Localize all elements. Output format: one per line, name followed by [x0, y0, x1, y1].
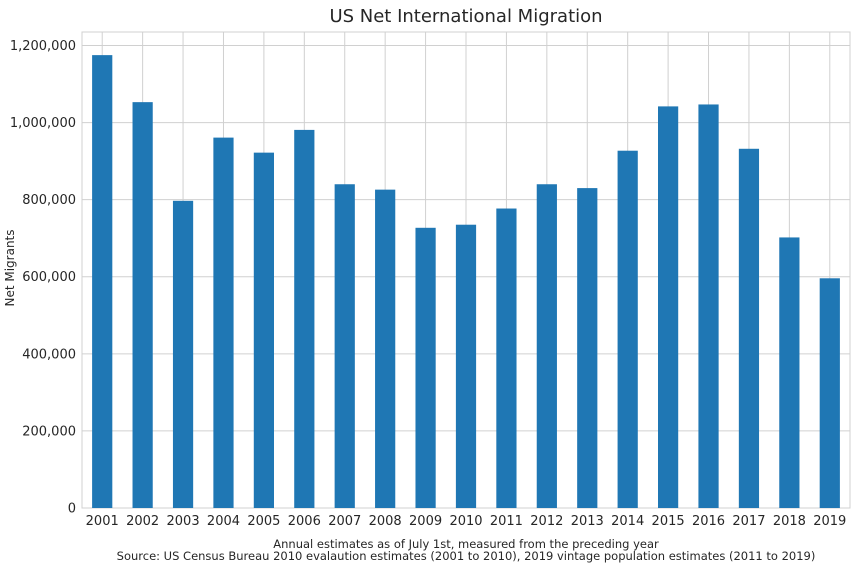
bar-2017	[738, 148, 760, 508]
bar-2016	[698, 104, 719, 508]
x-tick-label: 2012	[530, 514, 563, 529]
x-tick-label: 2013	[571, 514, 604, 529]
caption-line-1: Annual estimates as of July 1st, measure…	[273, 537, 659, 551]
x-tick-label: 2002	[126, 514, 159, 529]
x-tick-label: 2019	[813, 514, 846, 529]
bar-2007	[334, 184, 355, 508]
y-tick-label: 800,000	[22, 193, 76, 208]
x-tick-label: 2006	[288, 514, 321, 529]
bar-2011	[496, 208, 517, 508]
bar-2014	[617, 150, 638, 508]
x-tick-label: 2005	[247, 514, 280, 529]
x-tick-label: 2004	[207, 514, 240, 529]
y-tick-label: 0	[68, 502, 76, 517]
y-tick-label: 1,200,000	[10, 39, 76, 54]
bar-2012	[536, 184, 557, 508]
bar-2001	[92, 55, 113, 508]
caption-line-2: Source: US Census Bureau 2010 evalaution…	[117, 549, 816, 563]
x-tick-label: 2009	[409, 514, 442, 529]
x-tick-label: 2010	[449, 514, 482, 529]
chart-title: US Net International Migration	[329, 6, 602, 27]
x-tick-label: 2003	[167, 514, 200, 529]
bar-2010	[455, 224, 477, 508]
y-axis-label: Net Migrants	[3, 229, 17, 306]
bars	[92, 55, 840, 509]
y-tick-label: 1,000,000	[10, 116, 76, 131]
x-tick-label: 2014	[611, 514, 644, 529]
bar-2005	[253, 152, 274, 508]
y-tick-label: 200,000	[22, 424, 76, 439]
x-tick-label: 2018	[773, 514, 806, 529]
bar-2002	[132, 102, 153, 508]
bar-2006	[294, 129, 315, 508]
x-tick-label: 2017	[732, 514, 765, 529]
bar-2008	[375, 189, 396, 509]
bar-2019	[819, 278, 840, 508]
bar-2018	[779, 237, 800, 508]
x-tick-label: 2015	[652, 514, 685, 529]
bar-2009	[415, 227, 436, 508]
x-tick-label: 2016	[692, 514, 725, 529]
bar-2003	[172, 200, 194, 508]
x-tick-label: 2007	[328, 514, 361, 529]
bar-2013	[577, 188, 598, 508]
bar-2004	[213, 137, 234, 508]
x-tick-label: 2001	[86, 514, 119, 529]
x-tick-label: 2008	[369, 514, 402, 529]
y-tick-label: 600,000	[22, 270, 76, 285]
bar-2015	[658, 106, 679, 508]
x-tick-label: 2011	[490, 514, 523, 529]
y-tick-label: 400,000	[22, 347, 76, 362]
y-tick-labels: 0 200,000 400,000 600,000 800,000 1,000,000 1,…	[10, 39, 76, 517]
x-tick-labels: 2001 2002 2003 2004 2005 2006 2007 2008 2009 2010…	[86, 514, 847, 529]
